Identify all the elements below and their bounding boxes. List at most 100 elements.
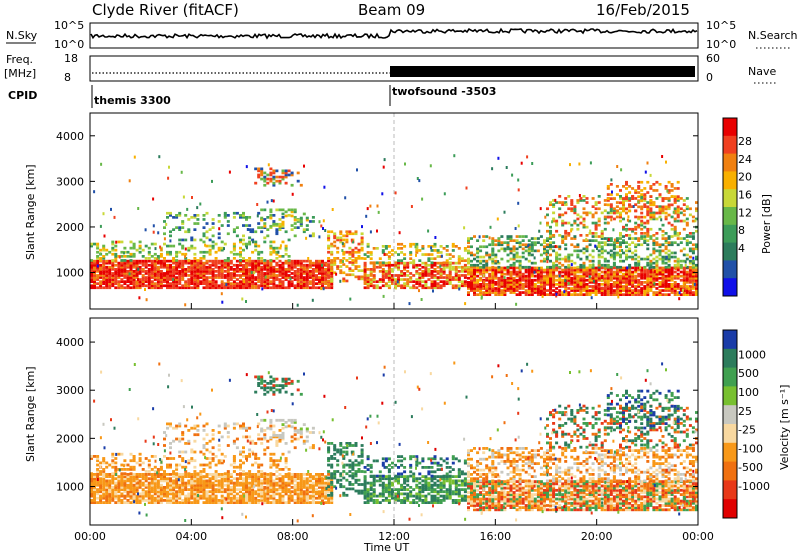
power-heatmap-cell — [284, 268, 288, 271]
power-heatmap-cell — [646, 255, 650, 259]
power-heatmap-cell — [242, 272, 245, 275]
velocity-heatmap-cell — [205, 501, 209, 504]
power-heatmap-cell — [585, 197, 589, 200]
power-heatmap-cell — [117, 280, 121, 283]
velocity-heatmap-cell — [239, 481, 242, 485]
power-heatmap-cell — [311, 274, 315, 277]
power-heatmap-cell — [147, 284, 151, 288]
power-heatmap-cell — [515, 289, 519, 292]
power-heatmap-cell — [281, 224, 285, 228]
power-heatmap-cell — [421, 270, 425, 273]
velocity-heatmap-cell — [260, 486, 264, 489]
power-heatmap-cell — [589, 229, 592, 233]
velocity-heatmap-cell — [138, 481, 142, 485]
power-heatmap-cell — [418, 268, 422, 271]
power-heatmap-cell — [676, 261, 680, 265]
power-heatmap-cell — [558, 261, 562, 265]
power-heatmap-cell — [515, 302, 518, 306]
velocity-heatmap-cell — [208, 486, 212, 489]
power-heatmap-cell — [229, 274, 233, 277]
power-heatmap-cell — [479, 272, 483, 276]
power-heatmap-cell — [640, 287, 644, 290]
power-heatmap-cell — [333, 259, 337, 262]
velocity-heatmap-cell — [114, 488, 118, 491]
velocity-heatmap-cell — [302, 494, 306, 498]
power-heatmap-cell — [187, 280, 191, 283]
velocity-heatmap-cell — [269, 483, 273, 487]
power-heatmap-cell — [597, 253, 601, 257]
power-heatmap-cell — [606, 211, 610, 215]
velocity-heatmap-cell — [108, 499, 112, 502]
power-heatmap-cell — [266, 228, 270, 231]
power-heatmap-cell — [211, 226, 215, 229]
velocity-heatmap-cell — [114, 483, 118, 487]
power-heatmap-cell — [187, 246, 191, 250]
power-heatmap-cell — [412, 259, 416, 262]
velocity-heatmap-cell — [178, 488, 182, 491]
power-heatmap-cell — [543, 281, 546, 284]
power-heatmap-cell — [226, 265, 230, 269]
power-heatmap-cell — [135, 282, 139, 285]
power-heatmap-cell — [622, 209, 625, 213]
power-heatmap-cell — [688, 289, 692, 292]
power-heatmap-cell — [436, 276, 440, 279]
power-heatmap-cell — [564, 229, 568, 233]
power-heatmap-cell — [248, 236, 252, 240]
velocity-heatmap-cell — [141, 494, 145, 498]
velocity-heatmap-cell — [299, 481, 303, 485]
power-heatmap-cell — [166, 263, 169, 267]
power-heatmap-cell — [667, 268, 671, 272]
power-heatmap-cell — [606, 251, 610, 255]
power-heatmap-cell — [582, 278, 586, 282]
power-heatmap-cell — [594, 289, 598, 292]
power-heatmap-cell — [658, 270, 662, 274]
velocity-heatmap-cell — [141, 492, 145, 496]
power-heatmap-cell — [555, 251, 559, 255]
power-heatmap-cell — [649, 213, 653, 217]
power-heatmap-cell — [482, 278, 486, 282]
power-heatmap-cell — [688, 287, 690, 291]
power-heatmap-cell — [354, 275, 358, 279]
power-heatmap-cell — [248, 224, 252, 227]
power-heatmap-cell — [543, 251, 546, 255]
power-heatmap-cell — [311, 232, 315, 236]
velocity-heatmap-cell — [254, 473, 258, 476]
power-heatmap-cell — [226, 272, 230, 275]
power-heatmap-cell — [625, 268, 628, 272]
velocity-heatmap-cell — [305, 473, 309, 476]
power-heatmap-cell — [418, 274, 422, 277]
velocity-heatmap-cell — [159, 490, 163, 494]
velocity-heatmap-cell — [141, 481, 145, 485]
power-heatmap-cell — [272, 248, 276, 252]
power-heatmap-cell — [531, 162, 534, 165]
power-heatmap-cell — [126, 250, 130, 254]
power-heatmap-cell — [565, 202, 568, 206]
power-heatmap-cell — [242, 270, 245, 273]
power-heatmap-cell — [506, 283, 510, 286]
velocity-heatmap-cell — [266, 475, 270, 478]
power-heatmap-cell — [658, 281, 662, 284]
power-heatmap-cell — [248, 276, 252, 279]
power-heatmap-cell — [296, 284, 300, 288]
power-heatmap-cell — [515, 235, 519, 238]
power-heatmap-cell — [576, 283, 580, 286]
power-heatmap-cell — [418, 278, 422, 281]
power-heatmap-cell — [345, 238, 349, 242]
power-heatmap-cell — [156, 261, 160, 265]
power-heatmap-cell — [530, 268, 534, 272]
power-heatmap-cell — [509, 235, 513, 238]
power-heatmap-cell — [588, 270, 592, 274]
power-heatmap-cell — [163, 272, 166, 275]
power-heatmap-cell — [327, 230, 331, 234]
power-heatmap-cell — [248, 280, 252, 283]
velocity-heatmap-cell — [293, 501, 297, 504]
power-heatmap-cell — [530, 253, 534, 257]
velocity-heatmap-cell — [129, 488, 133, 491]
power-heatmap-cell — [505, 166, 508, 169]
power-heatmap-cell — [609, 265, 613, 269]
power-heatmap-cell — [132, 263, 136, 267]
power-heatmap-cell — [603, 243, 607, 247]
power-heatmap-cell — [138, 284, 142, 288]
velocity-heatmap-cell — [156, 488, 160, 491]
power-heatmap-cell — [141, 284, 145, 288]
